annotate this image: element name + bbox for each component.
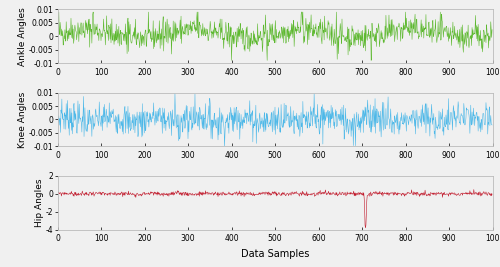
X-axis label: Data Samples: Data Samples [241,249,309,259]
Y-axis label: Knee Angles: Knee Angles [18,91,28,148]
Y-axis label: Hip Angles: Hip Angles [36,179,44,227]
Y-axis label: Ankle Angles: Ankle Angles [18,7,28,66]
